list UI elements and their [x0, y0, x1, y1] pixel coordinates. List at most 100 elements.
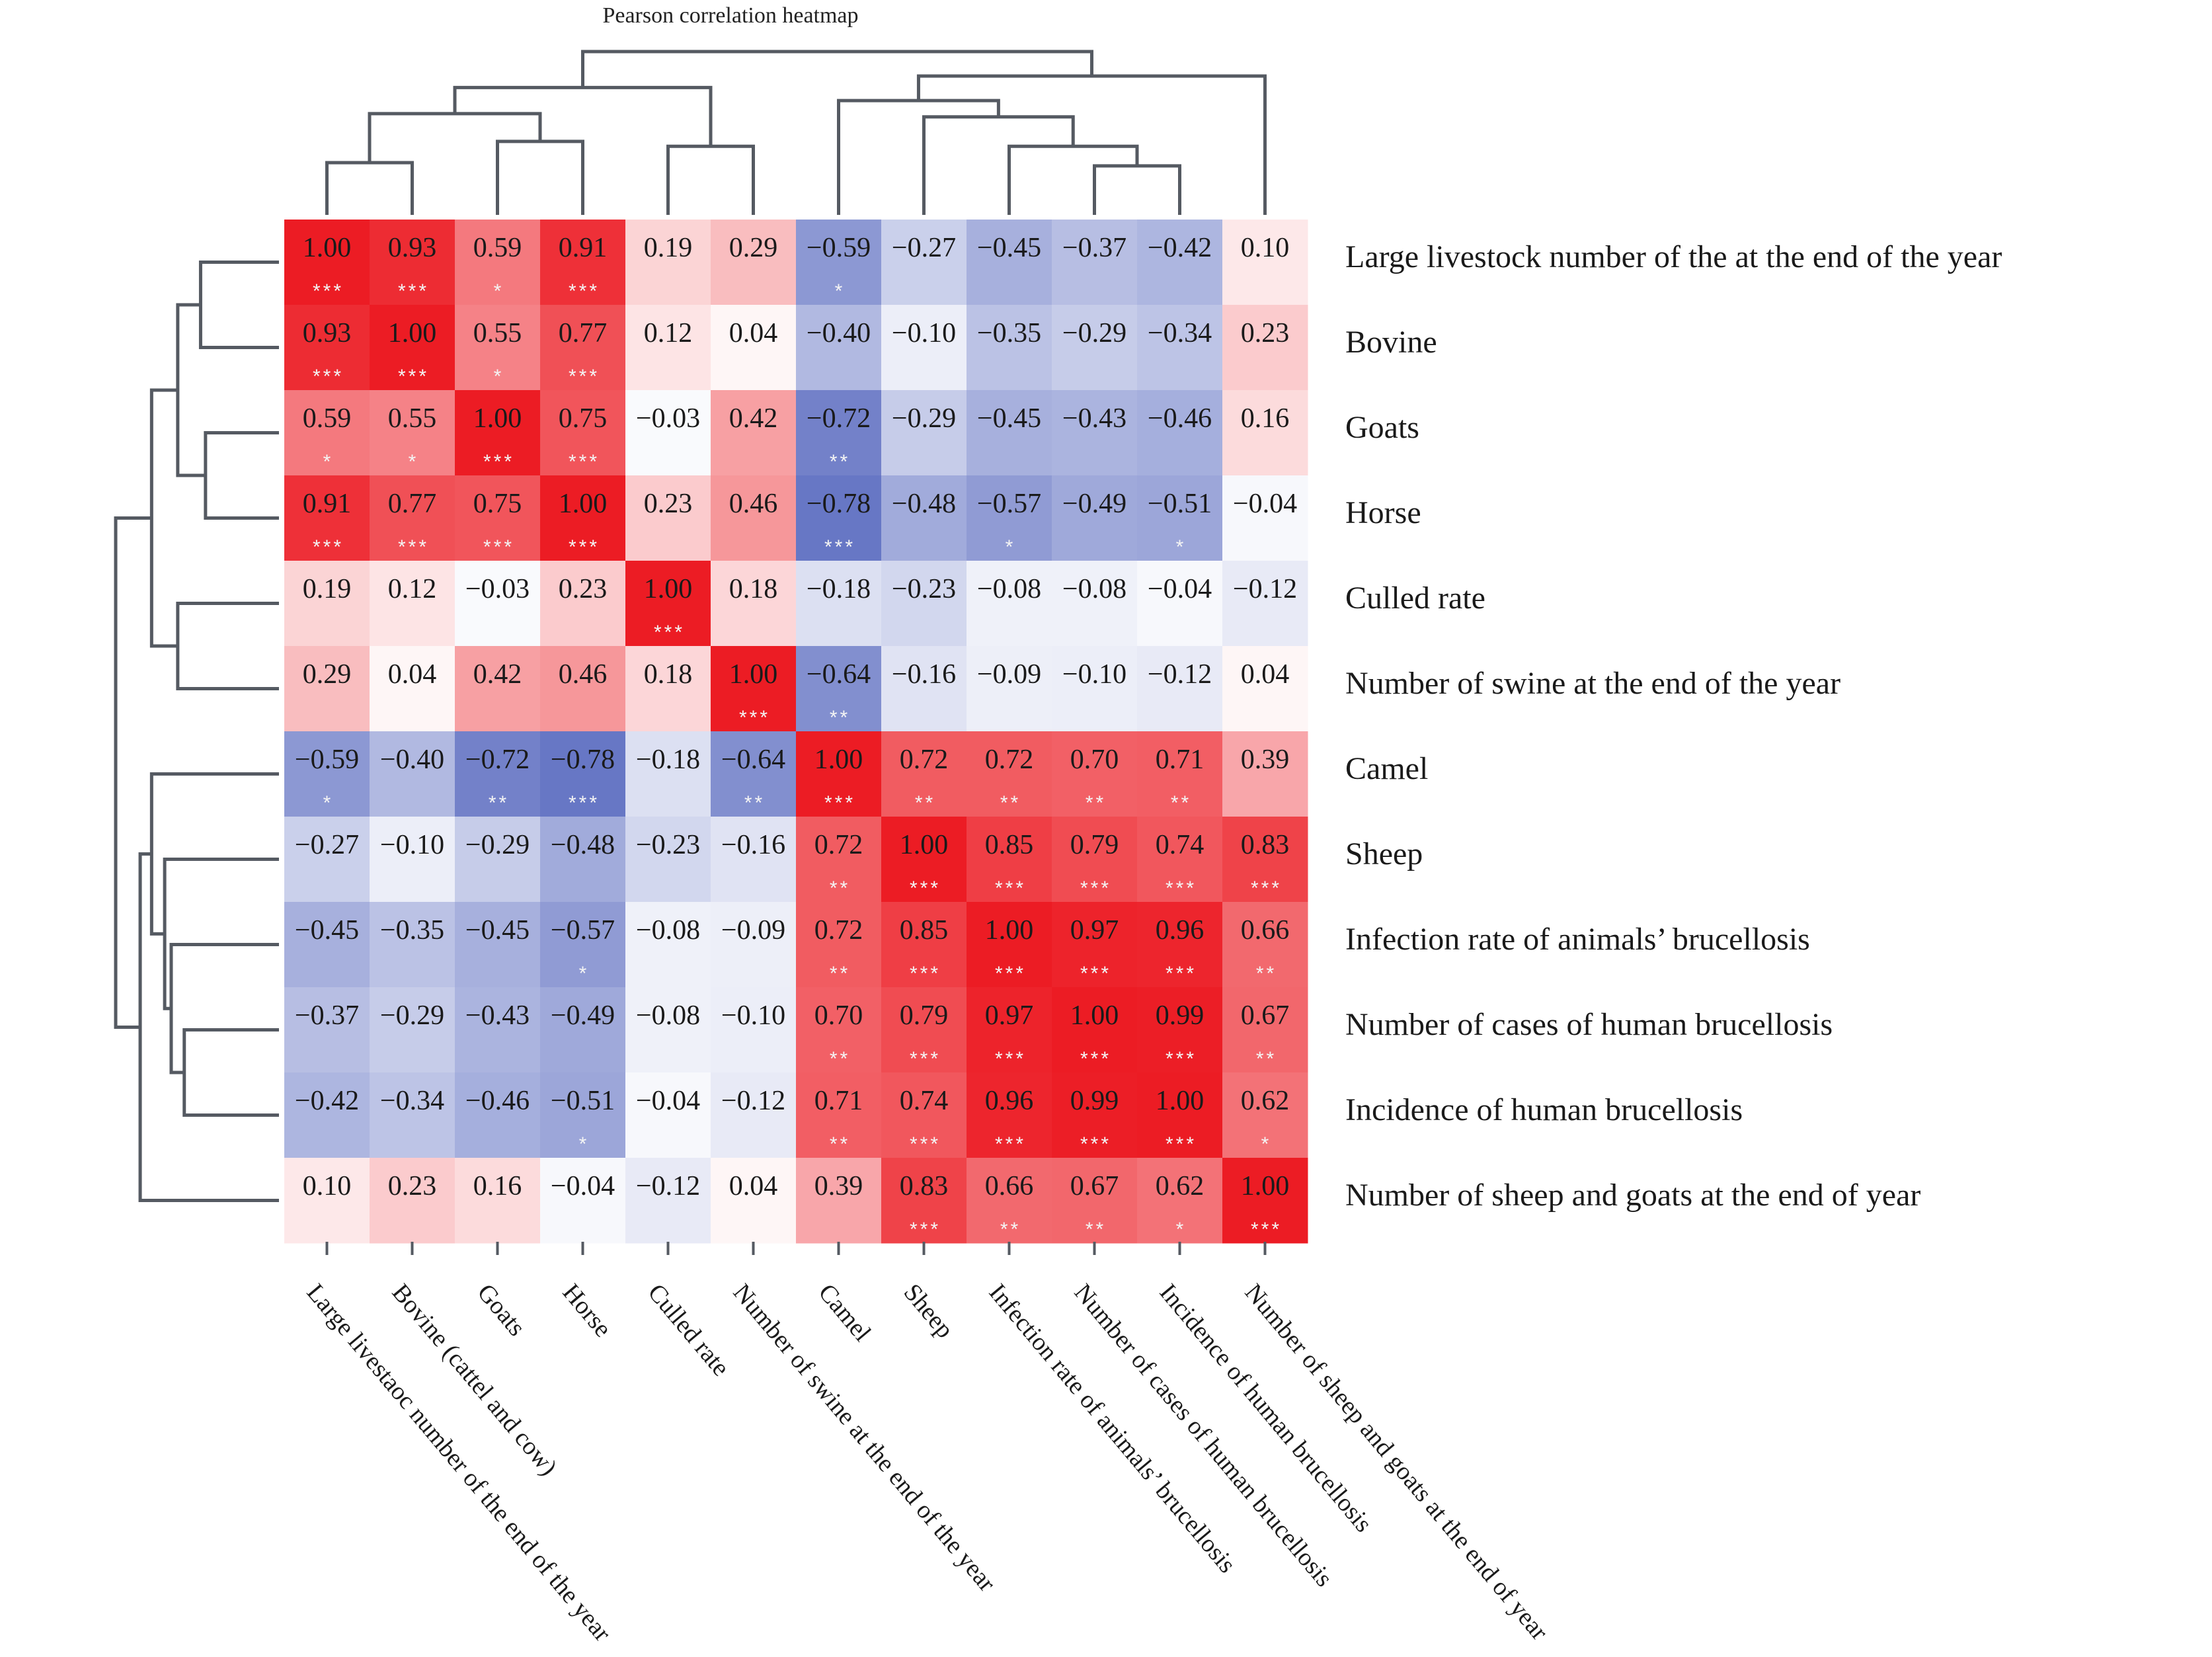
significance-stars: ** — [830, 877, 850, 899]
heatmap-cell — [796, 817, 882, 903]
heatmap-cell — [1137, 305, 1223, 391]
heatmap-cell — [540, 475, 626, 561]
significance-stars: *** — [995, 877, 1026, 899]
cell-value: −0.42 — [1148, 233, 1212, 263]
heatmap-cell — [625, 220, 711, 305]
cell-value: −0.04 — [1233, 489, 1297, 519]
heatmap-cell — [1137, 817, 1223, 903]
significance-stars: ** — [1171, 792, 1191, 814]
heatmap-cell — [796, 1158, 882, 1244]
heatmap-cell — [1052, 1158, 1138, 1244]
significance-stars: *** — [398, 536, 429, 558]
cell-value: −0.29 — [465, 830, 530, 860]
heatmap-cell — [881, 646, 967, 732]
heatmap-cell — [284, 390, 370, 476]
significance-stars: *** — [398, 280, 429, 302]
significance-stars: ** — [915, 792, 935, 814]
dendrogram-branch — [204, 431, 279, 520]
heatmap-cell — [881, 731, 967, 817]
cell-value: −0.43 — [465, 1000, 530, 1031]
heatmap-cell — [625, 475, 711, 561]
cell-value: −0.40 — [380, 745, 444, 775]
heatmap-cell — [284, 475, 370, 561]
significance-stars: ** — [1256, 963, 1277, 985]
row-dendrogram — [114, 261, 279, 1202]
cell-value: 0.85 — [900, 915, 949, 946]
significance-stars: * — [494, 280, 504, 302]
heatmap-cell — [1222, 646, 1308, 732]
cell-value: 0.67 — [1070, 1171, 1119, 1201]
column-label: Bovine (cattel and cow) — [387, 1279, 563, 1481]
cell-value: 0.59 — [303, 403, 352, 434]
dendrogram-branch — [149, 772, 279, 936]
row-label: Sheep — [1345, 836, 1423, 871]
heatmap-cell — [967, 390, 1052, 476]
significance-stars: * — [1176, 536, 1187, 558]
heatmap-cell — [455, 646, 541, 732]
cell-value: −0.09 — [977, 659, 1041, 690]
heatmap-cell — [370, 390, 455, 476]
heatmap-cell — [1137, 987, 1223, 1073]
significance-stars: * — [323, 792, 334, 814]
heatmap-cell — [284, 220, 370, 305]
cell-value: −0.57 — [977, 489, 1041, 519]
cell-value: 0.72 — [814, 915, 863, 946]
cell-value: 0.04 — [388, 659, 437, 690]
significance-stars: * — [494, 366, 504, 387]
significance-stars: *** — [313, 536, 344, 558]
cell-value: 0.23 — [644, 489, 693, 519]
heatmap-cell — [370, 305, 455, 391]
row-label: Camel — [1345, 751, 1428, 786]
cell-value: 1.00 — [985, 915, 1034, 946]
cell-value: −0.78 — [807, 489, 871, 519]
heatmap-cell — [796, 390, 882, 476]
cell-value: 1.00 — [644, 574, 693, 604]
cell-value: 1.00 — [1156, 1086, 1205, 1116]
cell-value: 0.97 — [1070, 915, 1119, 946]
heatmap-cell — [967, 305, 1052, 391]
cell-value: 1.00 — [1070, 1000, 1119, 1031]
cell-value: 1.00 — [559, 489, 608, 519]
cell-value: −0.18 — [807, 574, 871, 604]
heatmap-cell — [1052, 561, 1138, 647]
heatmap-cell — [540, 987, 626, 1073]
significance-stars: *** — [739, 707, 770, 729]
significance-stars: *** — [995, 963, 1026, 985]
heatmap-cell — [370, 1158, 455, 1244]
cell-value: 0.46 — [729, 489, 778, 519]
heatmap-cell — [625, 561, 711, 647]
cell-value: 0.99 — [1156, 1000, 1205, 1031]
row-label: Number of swine at the end of the year — [1345, 666, 1840, 701]
significance-stars: ** — [744, 792, 765, 814]
dendrogram-branch — [198, 261, 279, 349]
heatmap-cell — [455, 561, 541, 647]
row-label: Goats — [1345, 410, 1419, 445]
significance-stars: ** — [1256, 1048, 1277, 1070]
cell-value: 0.79 — [900, 1000, 949, 1031]
heatmap-cell — [284, 1158, 370, 1244]
heatmap-cell — [625, 731, 711, 817]
cell-value: −0.48 — [551, 830, 615, 860]
cell-value: 0.74 — [1156, 830, 1205, 860]
heatmap-cell — [370, 646, 455, 732]
heatmap-cell — [1137, 561, 1223, 647]
column-label: Goats — [472, 1279, 531, 1342]
heatmap-cell — [1137, 1072, 1223, 1158]
heatmap-cell — [1052, 220, 1138, 305]
significance-stars: *** — [910, 1048, 941, 1070]
heatmap-cell — [796, 1072, 882, 1158]
significance-stars: * — [323, 451, 334, 473]
cell-value: 1.00 — [814, 745, 863, 775]
heatmap-cell — [370, 1072, 455, 1158]
heatmap-cell — [455, 390, 541, 476]
cell-value: 0.19 — [303, 574, 352, 604]
row-labels: Large livestock number of the at the end… — [1345, 239, 2002, 1213]
significance-stars: *** — [910, 877, 941, 899]
significance-stars: *** — [910, 963, 941, 985]
cell-value: −0.51 — [1148, 489, 1212, 519]
heatmap-cell — [455, 902, 541, 988]
cell-value: −0.48 — [892, 489, 956, 519]
heatmap-cell — [284, 817, 370, 903]
cell-value: 0.66 — [1241, 915, 1290, 946]
dendrogram-branch — [149, 388, 178, 648]
